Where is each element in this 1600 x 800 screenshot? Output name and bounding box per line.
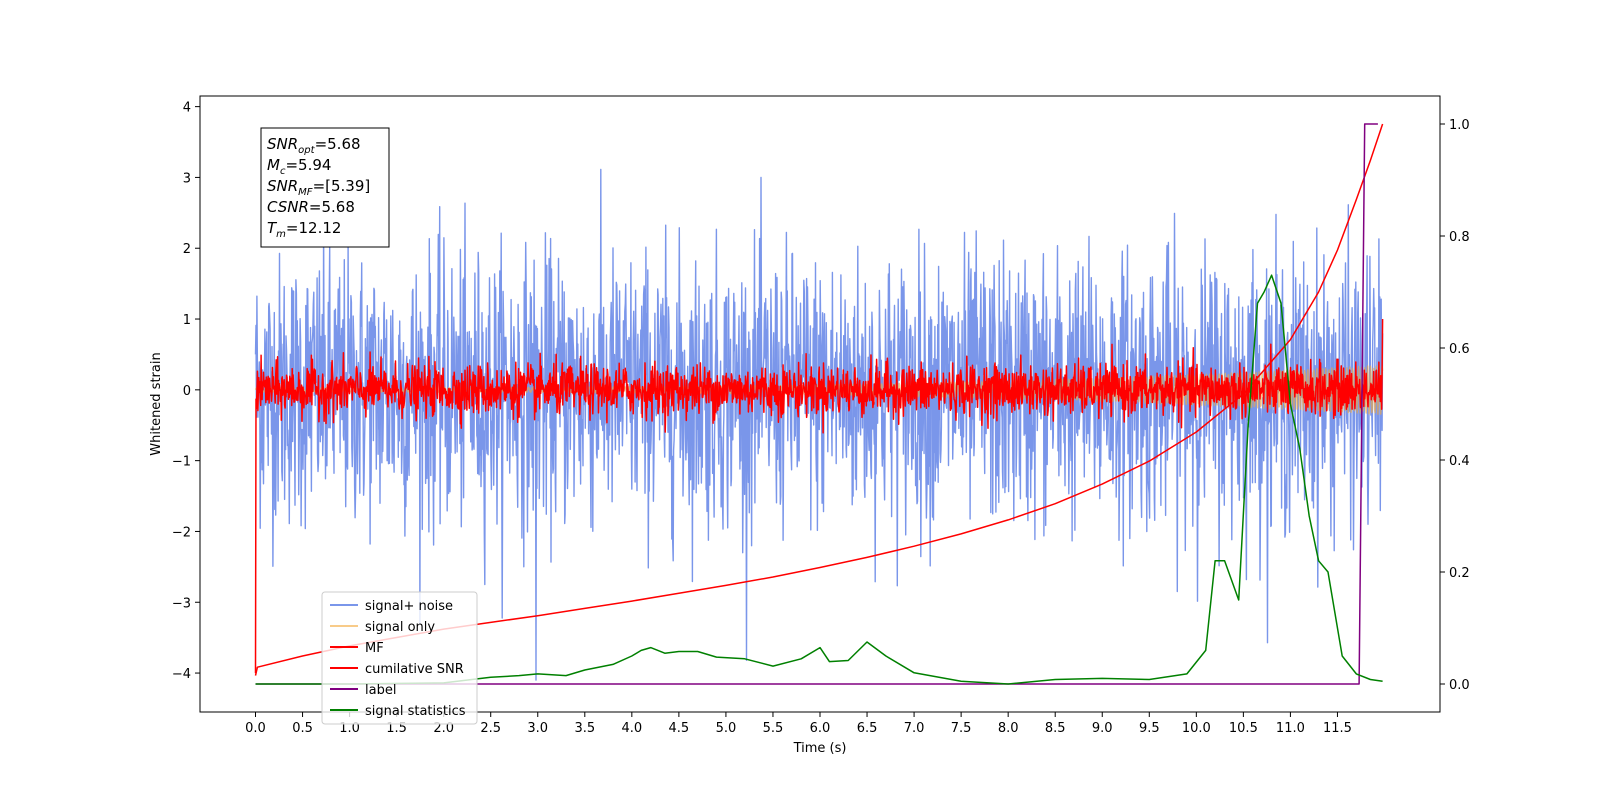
- legend-label: signal statistics: [365, 704, 466, 719]
- x-tick-label: 9.5: [1139, 721, 1160, 736]
- series-2-line: [254, 318, 1384, 674]
- annotation-line: SNRMF=[5.39]: [267, 177, 370, 198]
- legend-label: cumilative SNR: [365, 662, 464, 677]
- x-tick-label: 2.0: [433, 721, 454, 736]
- y-tick-label: −2: [172, 525, 191, 540]
- y-tick-label: 1: [183, 313, 191, 328]
- x-tick-label: 6.5: [857, 721, 878, 736]
- x-tick-label: 6.0: [810, 721, 831, 736]
- y-tick-label: −4: [172, 667, 191, 682]
- legend-label: signal+ noise: [365, 599, 453, 614]
- y-axis-label: Whitened strain: [149, 352, 164, 455]
- annotation-value: =5.68: [309, 198, 355, 216]
- annotation-symbol: SNR: [267, 177, 298, 195]
- y-tick-label: 0: [183, 384, 191, 399]
- y-right-tick-label: 1.0: [1449, 118, 1470, 133]
- y-right-tick-label: 0.6: [1449, 342, 1470, 357]
- x-tick-label: 5.0: [716, 721, 737, 736]
- x-tick-label: 10.0: [1182, 721, 1211, 736]
- y-right-tick-label: 0.0: [1449, 678, 1470, 693]
- legend-label: MF: [365, 641, 384, 656]
- annotation-symbol: CSNR: [267, 198, 309, 216]
- y-right-tick-label: 0.8: [1449, 230, 1470, 245]
- x-tick-label: 5.5: [763, 721, 784, 736]
- annotation-line: SNRopt=5.68: [267, 135, 361, 156]
- annotation-value: =5.68: [315, 135, 361, 153]
- y-right-tick-label: 0.4: [1449, 454, 1470, 469]
- annotation-subscript: MF: [298, 187, 313, 198]
- x-tick-label: 7.0: [904, 721, 925, 736]
- annotation-line: Tm=12.12: [267, 219, 341, 240]
- annotation-value: =5.94: [285, 156, 331, 174]
- x-tick-label: 1.5: [386, 721, 407, 736]
- annotation-line: Mc=5.94: [267, 156, 331, 177]
- legend: signal+ noise signal only MF cumilative SNR…: [321, 591, 478, 725]
- series-5-line: [255, 274, 1383, 685]
- x-tick-label: 9.0: [1092, 721, 1113, 736]
- x-tick-label: 0.0: [245, 721, 266, 736]
- y-tick-label: 3: [183, 171, 191, 186]
- x-tick-label: 1.0: [339, 721, 360, 736]
- x-tick-label: 7.5: [951, 721, 972, 736]
- series-4-line: [255, 123, 1378, 685]
- y-tick-label: 4: [183, 101, 191, 116]
- annotation-value: =[5.39]: [313, 177, 371, 195]
- x-tick-label: 3.5: [574, 721, 595, 736]
- annotation-subscript: c: [280, 166, 286, 177]
- annotation-subscript: opt: [298, 145, 315, 156]
- annotation-frame: [260, 127, 390, 248]
- x-tick-label: 4.0: [621, 721, 642, 736]
- annotation-symbol: T: [267, 219, 278, 237]
- annotation-box: SNRopt=5.68Mc=5.94SNRMF=[5.39]CSNR=5.68T…: [260, 127, 390, 248]
- x-tick-label: 8.5: [1045, 721, 1066, 736]
- x-tick-label: 8.0: [998, 721, 1019, 736]
- legend-label: label: [365, 683, 396, 698]
- y-tick-label: −3: [172, 596, 191, 611]
- y-tick-label: −1: [172, 455, 191, 470]
- annotation-line: CSNR=5.68: [267, 198, 355, 216]
- legend-label: signal only: [365, 620, 435, 635]
- x-tick-label: 3.0: [527, 721, 548, 736]
- y-tick-label: 2: [183, 242, 191, 257]
- x-tick-label: 10.5: [1229, 721, 1258, 736]
- annotation-symbol: SNR: [267, 135, 298, 153]
- x-axis-label: Time (s): [793, 741, 847, 756]
- annotation-subscript: m: [276, 229, 286, 240]
- legend-frame: [321, 591, 478, 725]
- annotation-value: =12.12: [286, 219, 342, 237]
- annotation-symbol: M: [267, 156, 280, 174]
- x-tick-label: 11.5: [1323, 721, 1352, 736]
- x-tick-label: 11.0: [1276, 721, 1305, 736]
- x-tick-label: 4.5: [669, 721, 690, 736]
- y-right-tick-label: 0.2: [1449, 566, 1470, 581]
- x-tick-label: 2.5: [480, 721, 501, 736]
- x-tick-label: 0.5: [292, 721, 313, 736]
